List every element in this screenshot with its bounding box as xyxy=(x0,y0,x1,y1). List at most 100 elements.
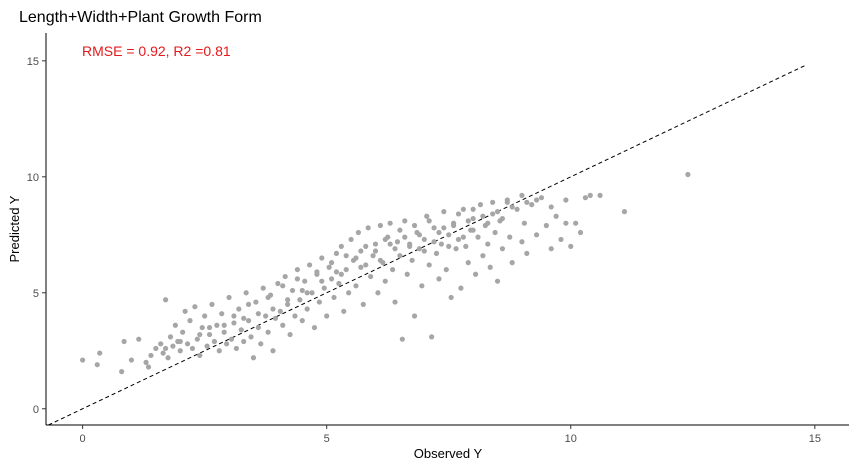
data-point xyxy=(431,239,437,245)
data-point xyxy=(443,266,449,273)
data-point xyxy=(189,345,196,352)
data-point xyxy=(524,250,530,256)
data-point xyxy=(177,338,183,345)
data-point xyxy=(270,348,276,354)
data-point xyxy=(162,297,169,303)
data-point xyxy=(253,299,259,305)
data-point xyxy=(236,306,242,312)
data-point xyxy=(494,209,501,215)
data-point xyxy=(363,243,369,249)
data-point xyxy=(372,248,379,254)
data-point xyxy=(294,276,300,282)
data-point xyxy=(577,229,584,236)
data-point xyxy=(475,234,481,240)
data-point xyxy=(177,348,183,354)
point-group xyxy=(80,171,691,375)
data-point xyxy=(499,215,506,222)
data-point xyxy=(392,246,398,252)
data-point xyxy=(224,341,230,347)
data-point xyxy=(426,262,432,268)
data-point xyxy=(458,285,464,291)
data-point xyxy=(245,301,252,307)
data-point xyxy=(455,211,462,217)
data-point xyxy=(370,253,376,259)
data-point xyxy=(319,278,325,284)
data-point xyxy=(316,299,322,305)
data-point xyxy=(255,324,261,331)
x-axis-label: Observed Y xyxy=(414,446,483,461)
data-point xyxy=(568,243,574,249)
data-point xyxy=(221,329,227,335)
data-point xyxy=(416,246,423,252)
data-point xyxy=(377,257,383,263)
data-point xyxy=(587,192,593,198)
data-point xyxy=(260,285,266,291)
data-point xyxy=(319,255,325,261)
data-point xyxy=(282,273,288,280)
y-axis-label: Predicted Y xyxy=(7,195,22,262)
data-point xyxy=(209,301,215,307)
data-point xyxy=(119,369,125,375)
data-point xyxy=(477,202,484,208)
data-point xyxy=(419,283,425,289)
data-point xyxy=(211,338,218,345)
data-point xyxy=(326,264,332,270)
data-point xyxy=(436,276,442,282)
data-point xyxy=(294,266,300,273)
data-point xyxy=(233,345,239,352)
y-tick-label: 5 xyxy=(33,288,39,300)
data-point xyxy=(153,345,159,352)
data-point xyxy=(162,345,169,352)
data-point xyxy=(328,260,335,266)
data-point xyxy=(228,336,235,342)
data-point xyxy=(250,355,257,361)
data-point xyxy=(521,220,527,226)
data-point xyxy=(490,211,496,217)
data-point xyxy=(514,206,520,212)
x-tick-label: 0 xyxy=(80,433,86,445)
data-point xyxy=(194,336,200,342)
data-point xyxy=(336,280,342,287)
data-point xyxy=(382,236,388,243)
data-point xyxy=(409,257,415,263)
data-point xyxy=(465,218,471,224)
data-point xyxy=(338,243,344,249)
data-point xyxy=(455,236,462,243)
data-point xyxy=(411,313,418,319)
data-point xyxy=(160,350,166,356)
data-point xyxy=(80,357,86,363)
data-point xyxy=(375,290,381,296)
data-point xyxy=(238,327,244,333)
data-point xyxy=(377,222,383,229)
data-point xyxy=(341,308,347,314)
data-point xyxy=(265,329,271,335)
data-point xyxy=(328,276,335,282)
data-point xyxy=(421,236,427,243)
data-point xyxy=(538,195,545,201)
data-point xyxy=(311,324,318,331)
data-point xyxy=(172,322,178,328)
data-point xyxy=(343,266,349,273)
data-point xyxy=(280,283,286,289)
data-point xyxy=(533,232,540,238)
data-point xyxy=(543,222,549,229)
data-point xyxy=(424,213,430,219)
y-tick-label: 10 xyxy=(27,172,39,184)
data-point xyxy=(387,220,393,226)
data-point xyxy=(453,246,459,252)
data-point xyxy=(451,222,457,229)
data-point xyxy=(297,297,303,303)
data-point xyxy=(509,260,515,266)
data-point xyxy=(470,227,476,233)
data-point xyxy=(485,241,491,247)
data-point xyxy=(148,352,154,359)
data-point xyxy=(121,338,127,345)
data-point xyxy=(199,324,205,331)
data-point xyxy=(441,209,447,215)
data-point xyxy=(411,222,418,229)
data-point xyxy=(597,192,603,198)
data-point xyxy=(416,232,423,238)
data-point xyxy=(368,273,374,280)
data-point xyxy=(206,324,213,331)
